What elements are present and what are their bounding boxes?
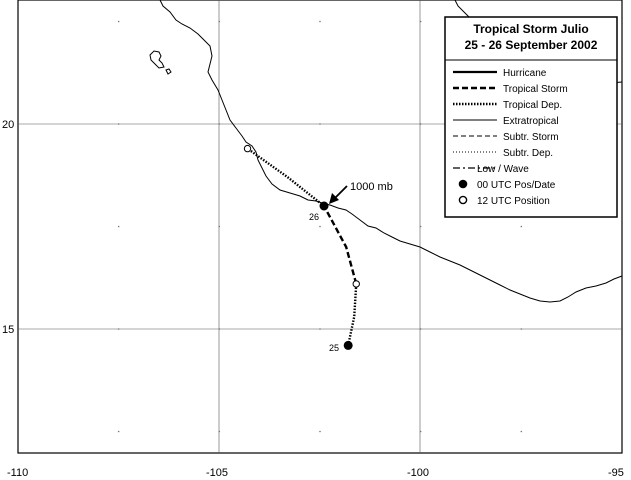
legend-label: Tropical Storm <box>503 84 568 95</box>
grid-dot <box>419 328 422 330</box>
legend-title-line1: Tropical Storm Julio <box>473 22 588 36</box>
position-marker-12utc <box>243 144 252 153</box>
grid-dot <box>117 430 120 433</box>
grid-dot <box>117 20 120 23</box>
legend-item: 00 UTC Pos/Date <box>458 179 556 191</box>
lat-tick-15: 15 <box>2 324 14 336</box>
grid-dot <box>419 225 422 228</box>
legend-items: Hurricane Tropical Storm Tropical Dep. Extr… <box>453 68 568 207</box>
isla-small <box>165 68 172 75</box>
legend-item: Tropical Dep. <box>453 100 562 111</box>
track-segment-0 <box>347 283 358 346</box>
legend-item: Hurricane <box>453 68 547 79</box>
legend-label: Extratropical <box>503 116 559 127</box>
legend-label: Subtr. Dep. <box>503 148 553 159</box>
grid-dot <box>520 225 523 228</box>
date-label-25: 25 <box>329 343 339 353</box>
grid-dot <box>319 328 321 330</box>
lat-tick-20: 20 <box>2 119 14 131</box>
pressure-annotation: 1000 mb <box>329 181 393 204</box>
islas-marias <box>149 50 165 69</box>
legend-label: Subtr. Storm <box>503 132 559 143</box>
lon-tick-110: -110 <box>7 467 28 479</box>
legend-label: Hurricane <box>503 68 547 79</box>
legend-item: Low / Wave <box>453 164 529 175</box>
legend-item: Extratropical <box>453 116 559 127</box>
storm-track <box>243 144 360 350</box>
grid-dot <box>218 328 221 330</box>
legend-item: Subtr. Storm <box>453 132 559 143</box>
lon-tick-95: -95 <box>608 467 624 479</box>
track-segment-1 <box>322 205 358 285</box>
legend-label: 12 UTC Position <box>477 196 550 207</box>
legend-title-line2: 25 - 26 September 2002 <box>465 38 598 52</box>
lon-tick-100: -100 <box>407 467 429 479</box>
grid-dot <box>419 123 422 125</box>
grid-dot <box>117 225 120 228</box>
position-marker-00utc <box>319 201 329 211</box>
legend-swatch <box>458 179 468 189</box>
grid-dot <box>319 225 321 228</box>
grid-dot <box>218 20 221 23</box>
grid-dot <box>218 123 221 125</box>
pressure-label: 1000 mb <box>350 181 393 193</box>
grid-dot <box>117 328 120 330</box>
grid-dot <box>319 20 321 23</box>
grid-dots <box>117 20 523 433</box>
track-segment-2 <box>246 147 325 207</box>
grid-dot <box>319 123 321 125</box>
position-marker-12utc <box>352 280 360 288</box>
lon-tick-105: -105 <box>206 467 228 479</box>
grid-dot <box>319 430 321 433</box>
legend-label: 00 UTC Pos/Date <box>477 180 556 191</box>
legend-swatch <box>458 195 468 205</box>
legend-box <box>444 16 618 218</box>
legend-item: 12 UTC Position <box>458 195 550 207</box>
mexico-coastline <box>159 0 623 303</box>
grid-dot <box>218 225 221 228</box>
legend: Tropical Storm Julio 25 - 26 September 2… <box>444 16 618 218</box>
grid-dot <box>520 430 523 433</box>
grid-dot <box>117 123 120 125</box>
grid-dot <box>419 430 422 433</box>
pressure-arrow-head <box>329 193 339 204</box>
grid-dot <box>419 20 422 23</box>
legend-label: Low / Wave <box>477 164 529 175</box>
legend-label: Tropical Dep. <box>503 100 562 111</box>
legend-item: Tropical Storm <box>453 84 568 95</box>
position-marker-00utc <box>343 340 353 350</box>
grid-dot <box>218 430 221 433</box>
grid-dot <box>520 328 523 330</box>
date-label-26: 26 <box>309 212 319 222</box>
legend-item: Subtr. Dep. <box>453 148 553 159</box>
